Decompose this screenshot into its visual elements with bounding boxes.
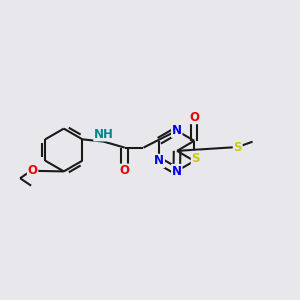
Text: N: N bbox=[154, 154, 164, 167]
Text: NH: NH bbox=[94, 128, 114, 141]
Text: O: O bbox=[28, 164, 38, 177]
Text: N: N bbox=[172, 124, 182, 137]
Text: S: S bbox=[191, 152, 200, 164]
Text: O: O bbox=[189, 110, 199, 124]
Text: O: O bbox=[120, 164, 130, 177]
Text: N: N bbox=[172, 165, 182, 178]
Text: S: S bbox=[233, 140, 242, 154]
